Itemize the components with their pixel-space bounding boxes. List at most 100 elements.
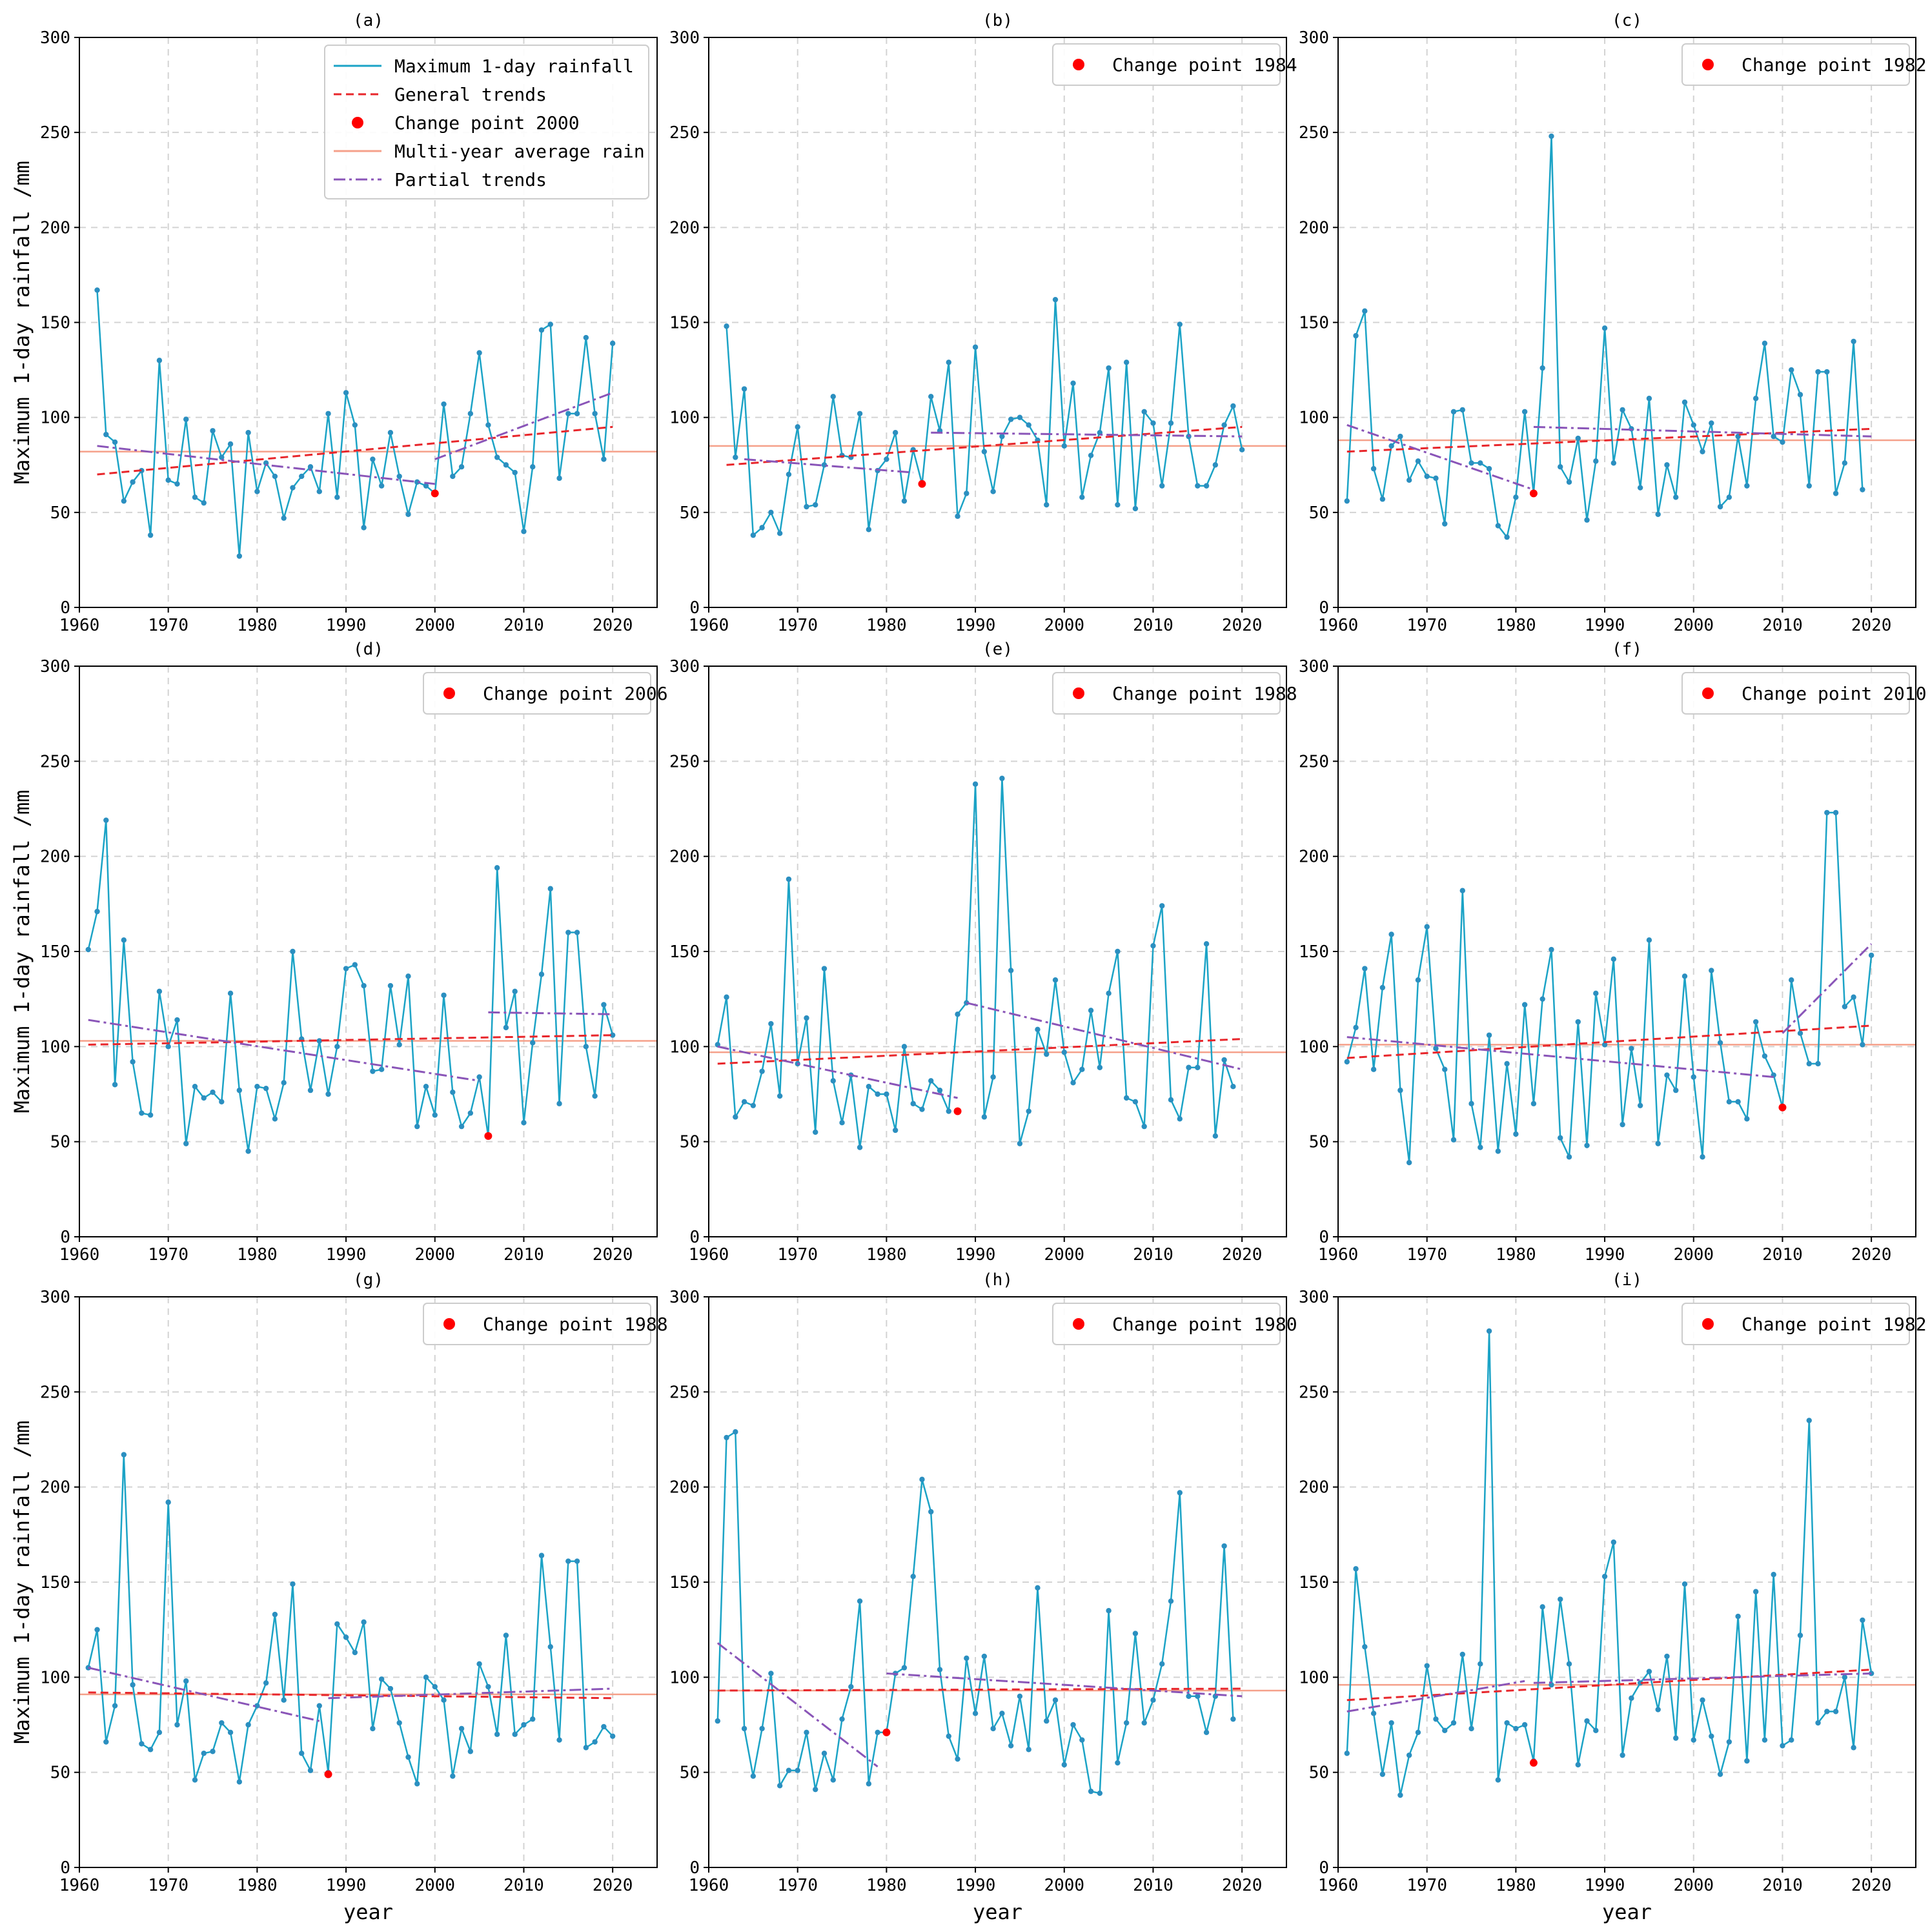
rainfall-point xyxy=(1558,1596,1563,1602)
x-tick-label: 1970 xyxy=(1407,1245,1447,1265)
rainfall-point xyxy=(423,483,429,489)
rainfall-point xyxy=(147,1112,154,1118)
rainfall-point xyxy=(574,1558,580,1564)
rainfall-point xyxy=(1115,502,1121,508)
rainfall-point xyxy=(147,1747,154,1753)
rainfall-point xyxy=(1752,1019,1759,1025)
rainfall-point xyxy=(405,1754,411,1760)
rainfall-point xyxy=(1610,1539,1617,1545)
rainfall-point xyxy=(592,411,598,416)
x-tick-label: 1960 xyxy=(689,616,729,635)
rainfall-point xyxy=(777,1093,783,1099)
plot-frame xyxy=(79,1296,658,1868)
y-tick-label: 250 xyxy=(669,1383,700,1402)
partial-trend-line xyxy=(931,431,1243,438)
rainfall-point xyxy=(1424,1663,1430,1669)
rainfall-point xyxy=(1088,1788,1094,1795)
rainfall-point xyxy=(378,1676,385,1682)
rainfall-point xyxy=(830,394,836,400)
rainfall-point xyxy=(1362,966,1368,971)
rainfall-point xyxy=(733,1429,738,1435)
y-tick-label: 300 xyxy=(669,657,700,676)
rainfall-point xyxy=(741,386,747,392)
rainfall-point xyxy=(1017,1141,1023,1146)
x-tick-label: 2010 xyxy=(1762,1876,1803,1895)
rainfall-point xyxy=(892,430,899,436)
legend-change-swatch xyxy=(352,117,363,128)
rainfall-point xyxy=(919,1476,925,1483)
rainfall-point xyxy=(972,781,979,787)
rainfall-point xyxy=(1017,1693,1023,1699)
partial-trend-line xyxy=(1533,1672,1872,1684)
rainfall-point xyxy=(1141,409,1147,415)
rainfall-point xyxy=(1344,498,1350,504)
rainfall-point xyxy=(1044,1718,1050,1724)
x-tick-label: 2000 xyxy=(1673,616,1714,635)
rainfall-point xyxy=(583,334,589,341)
rainfall-point xyxy=(1842,1004,1848,1010)
rainfall-point xyxy=(1726,1099,1732,1104)
rainfall-point xyxy=(476,350,482,356)
rainfall-point xyxy=(928,1509,934,1515)
rainfall-point xyxy=(583,1044,589,1050)
rainfall-point xyxy=(1646,1669,1652,1674)
rainfall-point xyxy=(848,1683,854,1690)
y-tick-label: 50 xyxy=(1309,1764,1329,1783)
rainfall-point xyxy=(813,502,818,508)
rainfall-point xyxy=(821,1751,828,1756)
x-tick-label: 2010 xyxy=(1133,1245,1173,1265)
rainfall-point xyxy=(1239,447,1245,452)
rainfall-point xyxy=(1052,977,1059,983)
rainfall-point xyxy=(1370,1066,1377,1072)
rainfall-point xyxy=(458,1725,465,1732)
y-tick-label: 300 xyxy=(40,1288,70,1307)
panel-title: (a) xyxy=(353,11,383,30)
partial-trend-line xyxy=(1346,424,1534,491)
rainfall-point xyxy=(1168,1097,1174,1103)
y-tick-label: 0 xyxy=(1319,1858,1329,1878)
rainfall-point xyxy=(1780,439,1785,445)
rainfall-point xyxy=(786,1767,792,1773)
partial-trend-line xyxy=(717,1045,958,1099)
rainfall-point xyxy=(601,1724,607,1730)
legend-box xyxy=(1052,43,1281,86)
legend-change-swatch xyxy=(1073,59,1084,70)
rainfall-point xyxy=(1397,1087,1403,1093)
rainfall-point xyxy=(955,513,960,519)
rainfall-point xyxy=(1629,1695,1634,1701)
rainfall-point xyxy=(1106,1608,1112,1614)
rainfall-point xyxy=(857,1598,863,1604)
chart-panel: (b) 0 50 100 150 200 250 300 1960 1970 1980 1990 200… xyxy=(669,11,1297,635)
rainfall-point xyxy=(1575,1019,1581,1025)
rainfall-point xyxy=(183,1141,189,1146)
rainfall-point xyxy=(450,1089,456,1095)
rainfall-point xyxy=(1397,433,1403,440)
rainfall-point xyxy=(530,1040,536,1046)
rainfall-point xyxy=(1610,956,1617,962)
rainfall-point xyxy=(1797,1632,1803,1638)
rainfall-point xyxy=(245,1722,251,1728)
legend-label: Change point 2010 xyxy=(1742,683,1927,704)
rainfall-point xyxy=(892,1127,899,1134)
rainfall-point xyxy=(396,1042,402,1048)
rainfall-point xyxy=(574,930,580,935)
rainfall-point xyxy=(1664,462,1670,468)
rainfall-point xyxy=(804,503,809,510)
rainfall-point xyxy=(1771,433,1776,440)
rainfall-point xyxy=(1459,1651,1465,1658)
x-tick-label: 2000 xyxy=(1673,1876,1714,1895)
x-tick-label: 1990 xyxy=(955,1245,996,1265)
rainfall-point xyxy=(821,966,828,971)
rainfall-point xyxy=(830,1078,836,1084)
rainfall-point xyxy=(1530,1101,1537,1106)
y-tick-label: 100 xyxy=(669,1668,700,1687)
change-point-marker xyxy=(918,480,926,488)
rainfall-point xyxy=(1132,505,1139,512)
rainfall-point xyxy=(1726,1739,1732,1745)
rainfall-point xyxy=(361,1619,367,1625)
rainfall-point xyxy=(928,394,934,400)
rainfall-point xyxy=(750,1103,757,1108)
rainfall-point xyxy=(804,1015,809,1021)
x-tick-label: 2010 xyxy=(1133,1876,1173,1895)
x-axis-label: year xyxy=(343,1900,393,1924)
